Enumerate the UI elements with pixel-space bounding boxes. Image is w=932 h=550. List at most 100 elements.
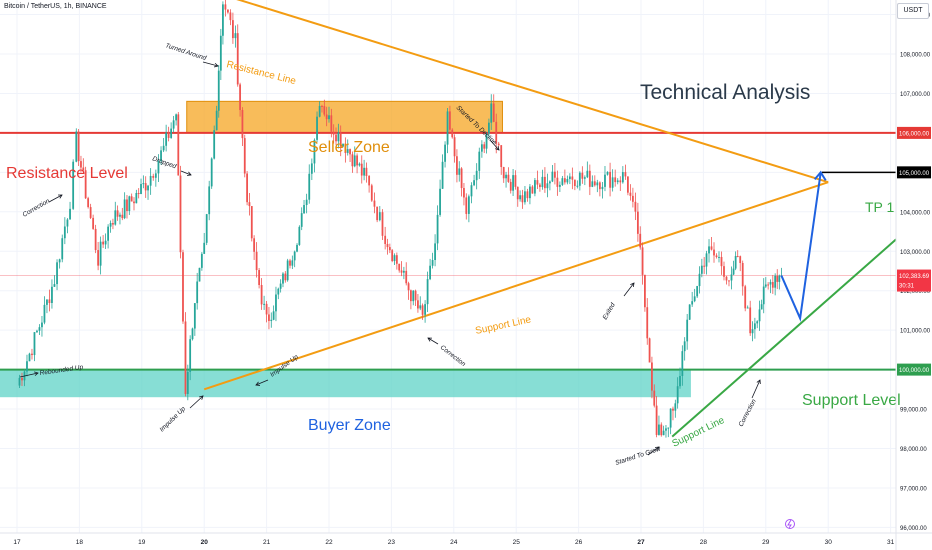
candle-body — [586, 170, 589, 178]
annotation-arrow — [751, 379, 761, 399]
candle-body — [376, 206, 379, 221]
candle-body — [475, 170, 478, 181]
candle-body — [263, 303, 266, 305]
candle-body — [769, 282, 772, 285]
candle-body — [658, 424, 660, 435]
candle-body — [470, 185, 473, 197]
candle-body — [708, 246, 710, 254]
candle-body — [624, 172, 627, 177]
candles — [18, 0, 783, 438]
candle-body — [614, 177, 617, 183]
candle-body — [229, 12, 232, 21]
candle-body — [626, 176, 629, 193]
candle-body — [360, 163, 363, 176]
candle-body — [778, 275, 781, 282]
candle-body — [152, 175, 155, 178]
candle-body — [128, 196, 131, 212]
candle-body — [384, 235, 387, 244]
x-tick-label: 17 — [13, 539, 21, 546]
candle-body — [596, 182, 599, 186]
resistance-price-tag-bg — [897, 126, 931, 139]
current-price-tag-bg — [897, 269, 931, 292]
candle-body — [104, 240, 107, 245]
candle-body — [646, 307, 649, 339]
seller-zone — [186, 100, 503, 134]
candle-body — [224, 4, 227, 10]
candle-body — [72, 161, 75, 209]
candle-body — [109, 223, 112, 227]
candle-body — [66, 219, 69, 227]
candle-body — [497, 143, 500, 146]
candle-body — [97, 250, 100, 266]
candle-body — [674, 403, 677, 411]
candle-body — [581, 172, 584, 179]
candle-body — [140, 184, 142, 195]
candle-body — [149, 175, 152, 186]
tp1-label: TP 1 — [865, 199, 895, 215]
candle-body — [26, 361, 28, 372]
candle-body — [429, 265, 431, 280]
candle-body — [395, 255, 398, 264]
annotation-label: Correction — [738, 398, 758, 428]
candle-body — [467, 196, 470, 214]
candle-body — [713, 249, 715, 256]
annotation-label: Turned Around — [164, 42, 207, 62]
candle-body — [417, 300, 419, 309]
candle-body — [248, 202, 251, 207]
candle-body — [412, 290, 415, 302]
candle-body — [296, 244, 298, 252]
candle-body — [186, 371, 189, 394]
candle-body — [634, 201, 637, 212]
candle-body — [655, 405, 658, 435]
candle-body — [196, 281, 199, 304]
candle-body — [137, 193, 140, 195]
candle-body — [160, 150, 162, 161]
candle-body — [351, 154, 354, 167]
candle-body — [99, 241, 102, 266]
candle-body — [182, 252, 184, 322]
tp1-price-tag-bg — [897, 166, 931, 179]
candle-body — [353, 155, 356, 167]
support-price-tag-bg — [897, 363, 931, 376]
candle-body — [193, 303, 196, 329]
candle-body — [358, 163, 361, 166]
candle-body — [308, 173, 311, 200]
annotation-arrow-head — [34, 371, 39, 376]
candle-body — [473, 180, 475, 186]
y-tick-label: 107,000.00 — [900, 92, 931, 98]
y-tick-label: 97,000.00 — [900, 486, 927, 492]
candle-body — [258, 270, 261, 285]
candle-body — [400, 270, 403, 273]
candle-body — [764, 284, 767, 287]
candle-body — [686, 319, 689, 342]
candle-body — [172, 120, 175, 129]
candle-body — [222, 4, 224, 36]
candle-body — [703, 265, 706, 267]
candle-body — [591, 181, 594, 187]
candle-body — [31, 353, 33, 356]
candle-body — [439, 188, 441, 215]
candle-body — [282, 273, 284, 284]
candle-body — [316, 116, 318, 140]
tp1-price-tag: 105,000.00 — [899, 171, 930, 177]
annotation-label: Correction — [22, 197, 52, 218]
candle-body — [407, 283, 410, 291]
candle-body — [69, 208, 71, 220]
candle-body — [541, 176, 544, 188]
candle-body — [107, 226, 110, 241]
candle-body — [298, 226, 301, 245]
candle-body — [243, 138, 246, 174]
candle-body — [102, 241, 105, 245]
currency-button[interactable]: USDT — [897, 3, 929, 19]
candle-body — [609, 171, 611, 188]
x-tick-label: 21 — [263, 539, 271, 546]
candle-body — [507, 174, 510, 182]
annotation-arrow — [189, 395, 204, 409]
candle-body — [323, 106, 326, 115]
candle-body — [80, 161, 82, 168]
candle-body — [391, 250, 394, 262]
candle-body — [43, 304, 46, 323]
candle-body — [349, 149, 351, 155]
annotation-arrow — [255, 379, 269, 386]
